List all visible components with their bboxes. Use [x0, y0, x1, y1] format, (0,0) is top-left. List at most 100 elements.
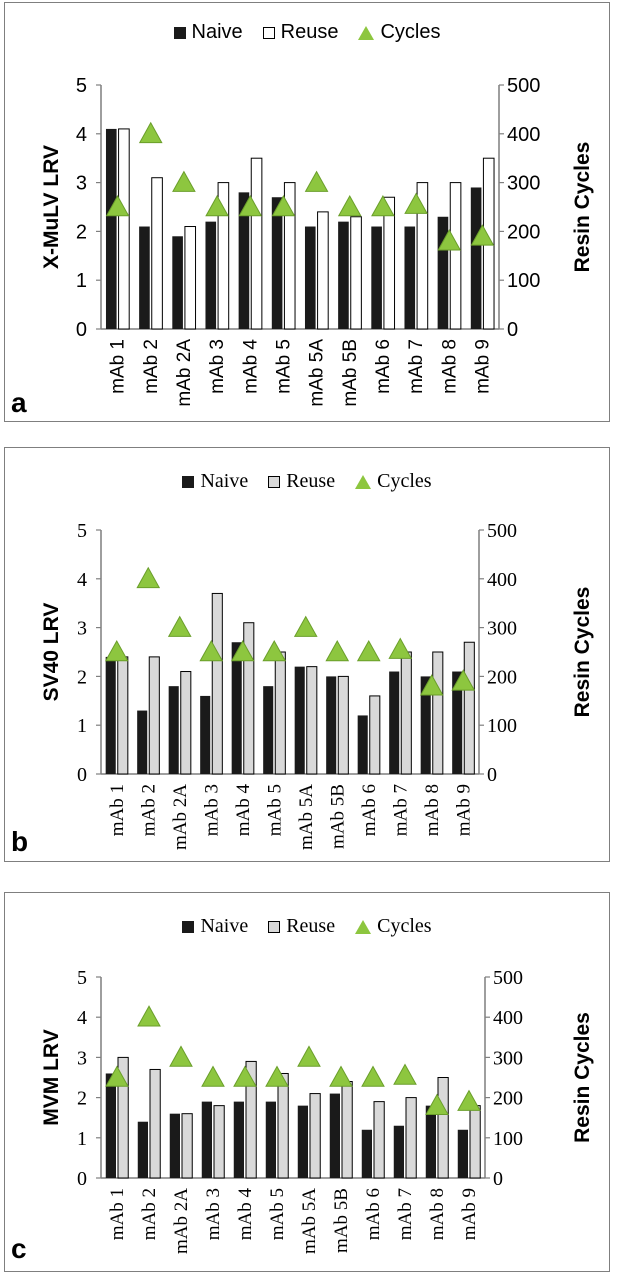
x-tick-label: mAb 5B	[340, 339, 361, 407]
x-tick-label: mAb 9	[459, 1188, 480, 1240]
legend-item-cycles: Cycles	[358, 21, 440, 44]
x-tick-label: mAb 5	[264, 784, 285, 836]
y-tick-label: 0	[77, 1168, 87, 1190]
cycles-marker	[325, 639, 350, 662]
bar-reuse	[373, 1101, 385, 1179]
cycles-marker	[169, 1045, 193, 1067]
y2-tick-label: 100	[493, 1128, 523, 1150]
bar-naive	[404, 226, 416, 329]
x-tick-label: mAb 2A	[174, 339, 195, 407]
y2-tick-label: 400	[487, 569, 517, 591]
y-tick-label: 2	[77, 1088, 87, 1110]
x-tick-label: mAb 5	[273, 339, 294, 394]
bar-reuse	[149, 1068, 161, 1179]
reuse-swatch	[268, 920, 281, 933]
x-tick-label: mAb 1	[107, 784, 128, 836]
triangle-icon	[355, 474, 372, 489]
triangle-icon	[355, 919, 372, 934]
x-tick-label: mAb 3	[207, 339, 228, 394]
legend-label-cycles: Cycles	[380, 21, 441, 43]
bar-naive	[357, 715, 368, 774]
x-tick-label: mAb 9	[472, 339, 493, 394]
bar-naive	[425, 1105, 436, 1178]
bar-reuse	[277, 1072, 289, 1179]
bar-reuse	[245, 1060, 257, 1179]
y2-axis-title: Resin Cycles	[571, 1012, 594, 1143]
cycles-marker	[457, 1089, 481, 1111]
x-tick-label: mAb 9	[453, 784, 474, 836]
bar-reuse	[400, 651, 412, 775]
cycles-marker	[437, 229, 462, 251]
x-tick-label: mAb 5	[267, 1188, 288, 1240]
bar-naive	[139, 226, 150, 329]
cycles-marker	[293, 615, 318, 637]
x-tick-label: mAb 5A	[307, 339, 328, 407]
legend-label-cycles: Cycles	[377, 915, 432, 937]
bar-naive	[371, 226, 382, 329]
bar-reuse	[250, 157, 263, 330]
bar-naive	[105, 1073, 116, 1178]
x-tick-label: mAb 6	[359, 784, 380, 836]
y-tick-label: 5	[76, 75, 87, 97]
naive-swatch	[182, 920, 195, 933]
x-tick-label: mAb 5B	[327, 784, 348, 849]
x-tick-label: mAb 4	[233, 784, 254, 837]
legend-item-naive: Naive	[173, 21, 243, 44]
y-tick-label: 0	[77, 764, 87, 786]
legend-label-naive: Naive	[191, 21, 243, 43]
cycles-marker	[137, 1005, 161, 1027]
bar-naive	[205, 221, 217, 329]
cycles-marker	[304, 170, 329, 192]
bar-reuse	[432, 651, 444, 775]
legend-item-cycles: Cycles	[355, 470, 432, 493]
cycles-marker	[230, 639, 255, 662]
cycles-marker	[393, 1063, 417, 1085]
bar-naive	[137, 710, 148, 774]
bar-reuse	[449, 182, 462, 330]
chart-panel-b: Naive Reuse Cycles 0 1 2 3 4 5 0 100 200 300 400 50…	[4, 447, 610, 862]
cycles-marker	[105, 194, 130, 217]
legend-item-reuse: Reuse	[262, 21, 338, 44]
y2-tick-label: 500	[493, 967, 523, 989]
y-tick-label: 1	[76, 270, 87, 292]
x-tick-label: mAb 3	[201, 784, 222, 836]
legend-label-reuse: Reuse	[286, 915, 336, 937]
bar-naive	[168, 686, 179, 774]
bar-naive	[231, 642, 242, 774]
bar-reuse	[184, 226, 197, 330]
bar-naive	[304, 226, 316, 329]
cycles-marker	[233, 1065, 257, 1087]
bar-reuse	[211, 592, 223, 775]
bar-naive	[233, 1101, 244, 1178]
x-tick-label: mAb 8	[427, 1188, 448, 1240]
y-tick-label: 2	[77, 666, 87, 688]
cycles-marker	[136, 566, 161, 589]
cycles-marker	[404, 192, 428, 214]
cycles-marker	[105, 1065, 129, 1087]
x-tick-label: mAb 8	[422, 784, 443, 836]
bar-naive	[470, 187, 482, 329]
y-tick-label: 3	[77, 1047, 87, 1069]
bar-naive	[326, 676, 337, 774]
x-tick-label: mAb 7	[406, 339, 427, 394]
bar-reuse	[274, 651, 286, 775]
x-tick-label: mAb 4	[240, 339, 261, 394]
bar-reuse	[317, 211, 329, 330]
chart-svg-a: 0 1 2 3 4 5 0 100 200 300 400 500 X-MuLV LRV Resin Cy…	[40, 75, 594, 407]
y2-tick-label: 500	[487, 520, 517, 542]
legend-label-cycles: Cycles	[377, 470, 432, 492]
bar-naive	[201, 1101, 212, 1178]
chart-panel-c: Naive Reuse Cycles 0 1 2 3 4 5 0 100 200 300 400 50…	[4, 892, 610, 1272]
bar-naive	[263, 686, 274, 774]
y2-axis-title: Resin Cycles	[571, 142, 594, 273]
cycles-marker	[167, 615, 192, 637]
x-tick-label: mAb 7	[395, 1188, 416, 1240]
bar-reuse	[213, 1105, 225, 1179]
cycles-marker	[361, 1065, 385, 1087]
legend-item-cycles: Cycles	[355, 915, 432, 938]
legend: Naive Reuse Cycles	[5, 470, 609, 493]
bar-naive	[105, 656, 116, 774]
x-tick-label: mAb 2A	[170, 784, 191, 850]
cycles-marker	[271, 194, 296, 217]
y-tick-label: 2	[76, 221, 87, 243]
